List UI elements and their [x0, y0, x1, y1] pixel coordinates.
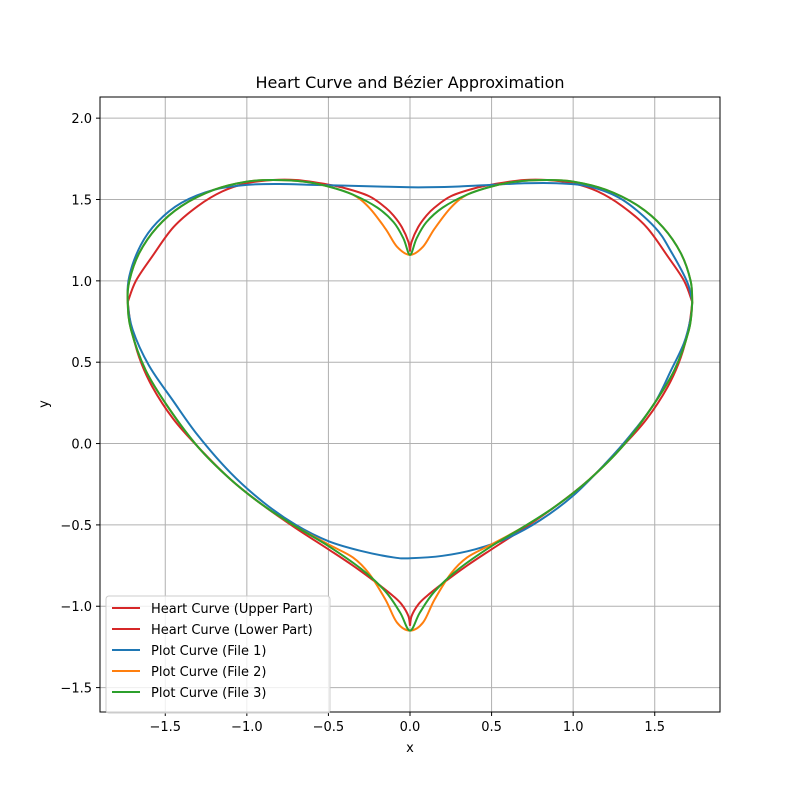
x-tick-label: 0.0: [400, 720, 421, 735]
plot-curve-file3-series: [126, 178, 694, 632]
x-axis-label: x: [406, 741, 414, 756]
x-tick-label: −0.5: [313, 720, 345, 735]
y-tick-label: 1.0: [71, 275, 92, 290]
legend: Heart Curve (Upper Part) Heart Curve (Low…: [105, 595, 331, 714]
legend-item: Plot Curve (File 1): [112, 644, 266, 659]
y-axis-label: y: [37, 400, 52, 408]
x-tick-label: −1.5: [149, 720, 181, 735]
chart-title: Heart Curve and Bézier Approximation: [256, 73, 565, 92]
plot-curves: [126, 178, 694, 632]
legend-item: Plot Curve (File 3): [112, 686, 266, 701]
legend-box: [105, 595, 331, 714]
legend-label: Plot Curve (File 2): [151, 665, 266, 680]
y-tick-label: −0.5: [60, 519, 92, 534]
legend-item: Heart Curve (Lower Part): [112, 623, 313, 638]
legend-label: Plot Curve (File 3): [151, 686, 266, 701]
x-tick-label: −1.0: [231, 720, 263, 735]
y-tick-label: 1.5: [71, 194, 92, 209]
y-tick-label: 2.0: [71, 112, 92, 127]
legend-item: Heart Curve (Upper Part): [112, 602, 313, 617]
y-tick-label: 0.0: [71, 438, 92, 453]
y-tick-label: −1.0: [60, 600, 92, 615]
series-line: [126, 178, 694, 632]
y-tick-label: −1.5: [60, 682, 92, 697]
x-tick-label: 1.5: [644, 720, 665, 735]
legend-label: Heart Curve (Lower Part): [151, 623, 313, 638]
legend-label: Heart Curve (Upper Part): [151, 602, 313, 617]
legend-item: Plot Curve (File 2): [112, 665, 266, 680]
legend-label: Plot Curve (File 1): [151, 644, 266, 659]
axis-ticks: −1.5 −1.0 −0.5 0.0 0.5 1.0 1.5 −1.5 −1.0 −0.5 0.0 0…: [60, 112, 665, 735]
x-tick-label: 0.5: [481, 720, 502, 735]
y-tick-label: 0.5: [71, 356, 92, 371]
x-tick-label: 1.0: [563, 720, 584, 735]
